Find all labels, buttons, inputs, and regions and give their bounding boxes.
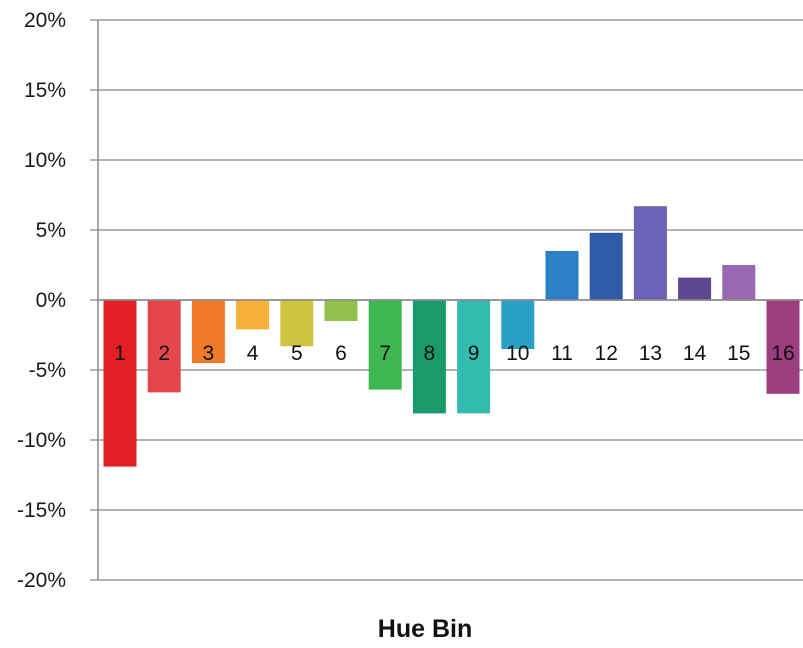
bar-8 <box>412 300 446 414</box>
bar-3 <box>191 300 225 363</box>
y-tick-label: 10% <box>24 149 66 172</box>
category-label-2: 2 <box>158 342 170 365</box>
y-tick-label: -10% <box>17 429 66 452</box>
category-label-3: 3 <box>203 342 215 365</box>
y-tick-label: -15% <box>17 499 66 522</box>
y-tick-label: -5% <box>29 359 66 382</box>
category-label-16: 16 <box>771 342 794 365</box>
category-label-15: 15 <box>727 342 750 365</box>
y-tick-label: 0% <box>36 289 66 312</box>
bars <box>103 206 800 467</box>
y-tick-label: 20% <box>24 9 66 32</box>
bar-10 <box>501 300 535 349</box>
y-axis-ticks: 20% 15% 10% 5% 0% -5% -10% -15% -20% <box>17 9 66 592</box>
y-tick-label: 5% <box>36 219 66 242</box>
category-label-10: 10 <box>506 342 529 365</box>
category-labels: 1 2 3 4 5 6 7 8 9 10 11 12 13 14 15 16 <box>114 342 795 365</box>
category-label-4: 4 <box>247 342 259 365</box>
bar-14 <box>678 277 712 300</box>
bar-13 <box>633 206 667 300</box>
category-label-5: 5 <box>291 342 303 365</box>
bar-6 <box>324 300 358 321</box>
y-tick-label: 15% <box>24 79 66 102</box>
bar-2 <box>147 300 181 393</box>
category-label-13: 13 <box>639 342 662 365</box>
bar-9 <box>457 300 491 414</box>
bar-7 <box>368 300 402 390</box>
category-label-14: 14 <box>683 342 707 365</box>
y-tick-label: -20% <box>17 569 66 592</box>
bar-15 <box>722 265 756 300</box>
bar-16 <box>766 300 800 394</box>
x-axis-label: Hue Bin <box>378 615 472 643</box>
category-label-8: 8 <box>424 342 436 365</box>
category-label-7: 7 <box>379 342 391 365</box>
bar-5 <box>280 300 314 347</box>
category-label-12: 12 <box>595 342 618 365</box>
bar-12 <box>589 232 623 300</box>
category-label-9: 9 <box>468 342 480 365</box>
category-label-6: 6 <box>335 342 347 365</box>
bar-4 <box>236 300 270 330</box>
bar-1 <box>103 300 137 467</box>
category-label-1: 1 <box>114 342 126 365</box>
bar-11 <box>545 251 579 300</box>
category-label-11: 11 <box>551 342 573 365</box>
